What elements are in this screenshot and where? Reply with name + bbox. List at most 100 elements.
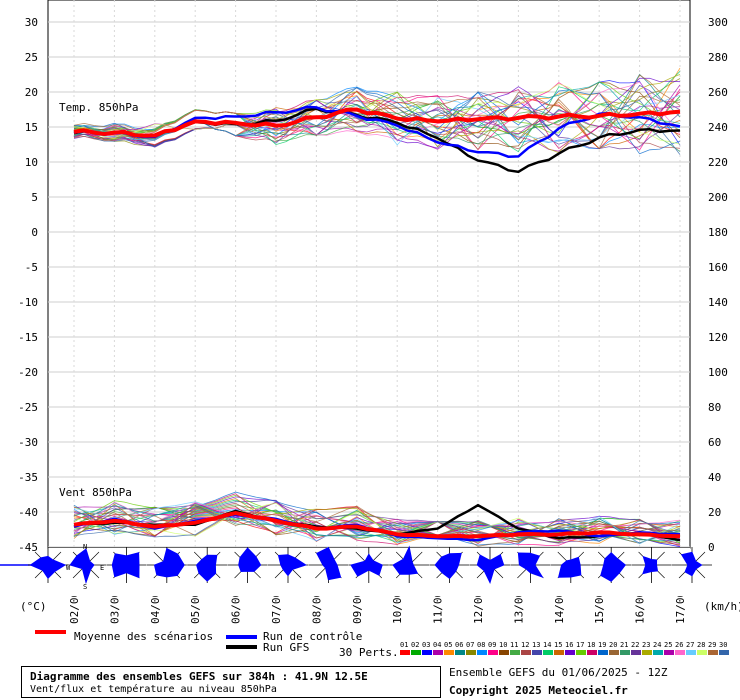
legend-pert-number: 21 bbox=[620, 641, 628, 649]
temp-left-tick-label: 5 bbox=[31, 191, 38, 204]
legend-pert-swatch bbox=[400, 650, 410, 655]
legend-pert-number: 17 bbox=[576, 641, 584, 649]
wind-rose-shape bbox=[238, 547, 262, 573]
legend-pert-swatch bbox=[433, 650, 443, 655]
wind-left-tick-label: -10 bbox=[18, 296, 38, 309]
temp-right-tick-label: 220 bbox=[708, 156, 728, 169]
legend-pert-swatch bbox=[620, 650, 630, 655]
legend-pert-number: 26 bbox=[675, 641, 683, 649]
x-tick-label: 03/06 bbox=[108, 591, 121, 624]
legend-pert-number: 25 bbox=[664, 641, 672, 649]
legend-pert-number: 29 bbox=[708, 641, 716, 649]
legend-pert-swatch bbox=[708, 650, 718, 655]
temp-left-tick-label: 30 bbox=[25, 16, 38, 29]
wind-rose-shape bbox=[680, 551, 703, 577]
legend-pert-number: 20 bbox=[609, 641, 617, 649]
legend-pert-swatch bbox=[719, 650, 729, 655]
legend-pert-swatch bbox=[653, 650, 663, 655]
legend-pert-swatch bbox=[598, 650, 608, 655]
x-tick-label: 13/06 bbox=[512, 591, 525, 624]
wind-right-tick-label: 80 bbox=[708, 401, 721, 414]
wind-rose-shape bbox=[316, 546, 342, 581]
legend-pert-swatch bbox=[466, 650, 476, 655]
temp-right-tick-label: 280 bbox=[708, 51, 728, 64]
wind-right-tick-label: 140 bbox=[708, 296, 728, 309]
wind-right-tick-label: 40 bbox=[708, 471, 721, 484]
temp-left-tick-label: 15 bbox=[25, 121, 38, 134]
x-tick-label: 02/06 bbox=[68, 591, 81, 624]
wind-rose-shape bbox=[517, 552, 544, 578]
x-tick-label: 12/06 bbox=[472, 591, 485, 624]
wind-left-tick-label: -35 bbox=[18, 471, 38, 484]
wind-rose-shape bbox=[153, 547, 185, 578]
wind-right-tick-label: 120 bbox=[708, 331, 728, 344]
series-lines bbox=[73, 67, 681, 548]
compass-n: N bbox=[83, 543, 87, 551]
legend-pert-number: 09 bbox=[488, 641, 496, 649]
legend-pert-number: 18 bbox=[587, 641, 595, 649]
legend-pert-swatch bbox=[477, 650, 487, 655]
temp-left-tick-label: 10 bbox=[25, 156, 38, 169]
legend-pert-number: 07 bbox=[466, 641, 474, 649]
compass-w: W bbox=[66, 564, 71, 572]
temp-series-mean bbox=[73, 107, 681, 138]
wind-perturbation-line bbox=[73, 501, 681, 535]
wind-left-tick-label: -40 bbox=[18, 506, 38, 519]
legend-pert-number: 13 bbox=[532, 641, 540, 649]
wind-right-tick-label: 100 bbox=[708, 366, 728, 379]
wind-left-tick-label: -30 bbox=[18, 436, 38, 449]
legend-pert-swatch bbox=[543, 650, 553, 655]
temp-right-tick-label: 180 bbox=[708, 226, 728, 239]
wind-rose-shape bbox=[642, 555, 659, 575]
wind-rose-shape bbox=[69, 548, 95, 585]
legend-pert-number: 24 bbox=[653, 641, 661, 649]
compass-e: E bbox=[100, 564, 104, 572]
wind-right-tick-label: 60 bbox=[708, 436, 721, 449]
legend-pert-number: 01 bbox=[400, 641, 408, 649]
wind-rose-shape bbox=[196, 554, 218, 582]
legend-pert-swatch bbox=[422, 650, 432, 655]
legend-pert-swatch bbox=[444, 650, 454, 655]
x-tick-label: 04/06 bbox=[149, 591, 162, 624]
legend-control-label: Run de contrôle bbox=[263, 630, 363, 643]
wind-left-tick-label: -15 bbox=[18, 331, 38, 344]
right-unit-label: (km/h) bbox=[704, 600, 740, 613]
legend-pert-number: 10 bbox=[499, 641, 507, 649]
temp-label: Temp. 850hPa bbox=[59, 101, 139, 114]
x-tick-label: 15/06 bbox=[593, 591, 606, 624]
left-axis-ticks: 30 25 20 15 10 5 0 -5 -10 -15 -20 -25 -30 -35 -40 -45 bbox=[18, 16, 38, 554]
legend-pert-number: 23 bbox=[642, 641, 650, 649]
temp-right-tick-label: 240 bbox=[708, 121, 728, 134]
wind-right-tick-label: 0 bbox=[708, 541, 715, 554]
legend-pert-number: 02 bbox=[411, 641, 419, 649]
wind-series-mean bbox=[73, 510, 681, 539]
legend-pert-swatch bbox=[499, 650, 509, 655]
wind-left-tick-label: -45 bbox=[18, 541, 38, 554]
legend-pert-number: 22 bbox=[631, 641, 639, 649]
legend-gfs-label: Run GFS bbox=[263, 641, 310, 654]
legend-pert-number: 19 bbox=[598, 641, 606, 649]
legend-pert-swatch bbox=[642, 650, 652, 655]
legend-pert-swatch bbox=[609, 650, 619, 655]
x-tick-label: 17/06 bbox=[674, 591, 687, 624]
legend-perts-label: 30 Perts. bbox=[339, 646, 399, 659]
legend-pert-swatch bbox=[664, 650, 674, 655]
legend-pert-number: 11 bbox=[510, 641, 518, 649]
legend-pert-swatch bbox=[455, 650, 465, 655]
legend-pert-number: 03 bbox=[422, 641, 430, 649]
wind-perturbation-line bbox=[73, 493, 681, 547]
wind-right-tick-label: 20 bbox=[708, 506, 721, 519]
wind-roses: N W E S bbox=[0, 543, 712, 596]
x-axis-ticks: 02/06 03/06 04/06 05/06 06/06 07/06 08/06 09/06… bbox=[68, 591, 687, 624]
wind-left-tick-label: -25 bbox=[18, 401, 38, 414]
run-info: Ensemble GEFS du 01/06/2025 - 12Z bbox=[449, 666, 668, 679]
wind-rose-shape bbox=[434, 552, 462, 580]
wind-perturbation-line bbox=[73, 501, 681, 544]
legend-pert-swatch bbox=[587, 650, 597, 655]
legend-pert-number: 08 bbox=[477, 641, 485, 649]
plot-frame bbox=[47, 0, 691, 549]
wind-rose-shape bbox=[476, 553, 505, 584]
wind-perturbation-line bbox=[73, 502, 681, 539]
wind-perturbation-line bbox=[73, 503, 680, 541]
